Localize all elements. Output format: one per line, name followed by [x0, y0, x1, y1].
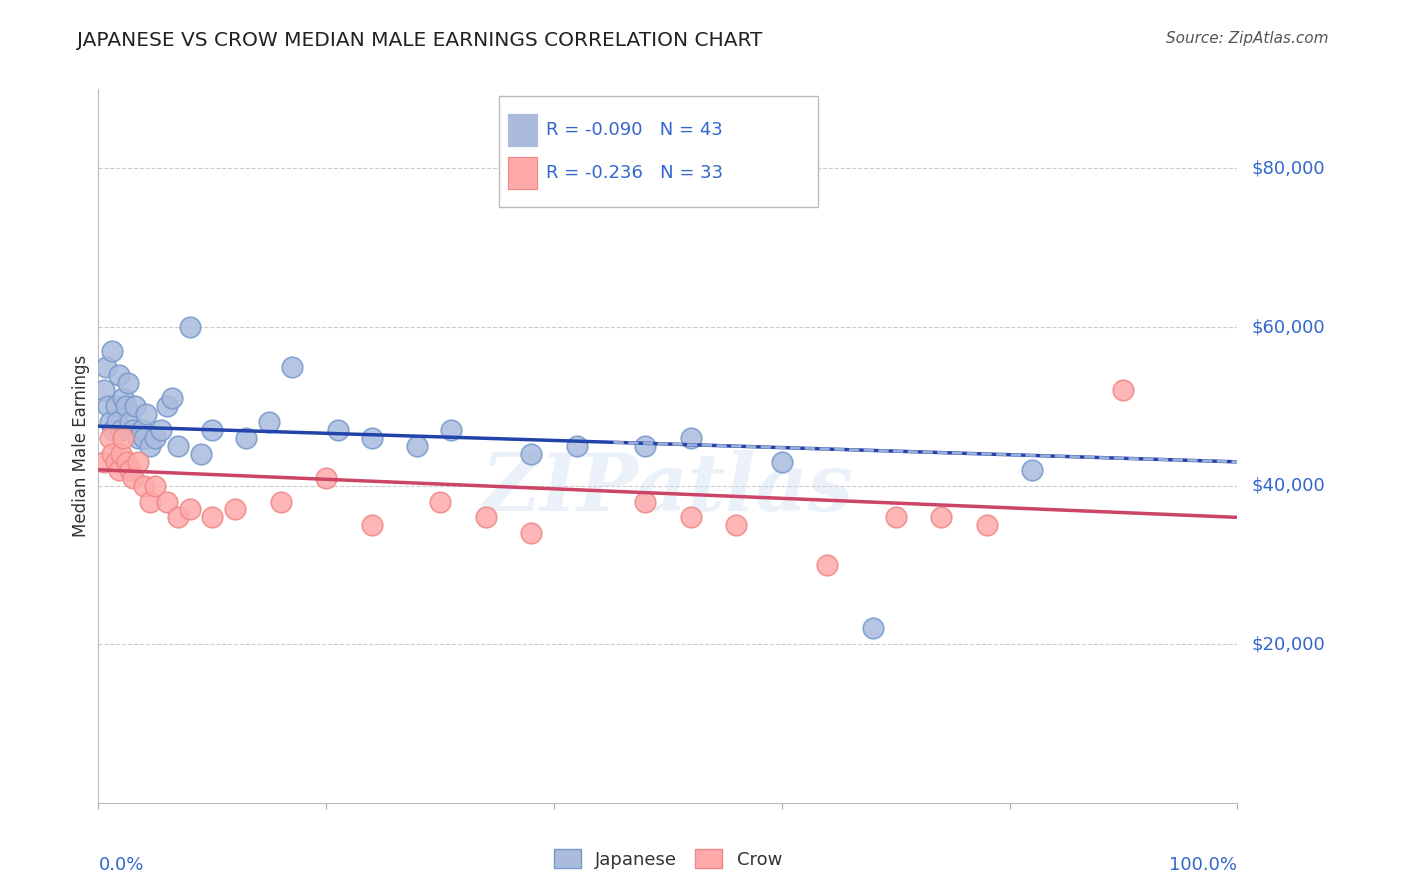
Point: [98, 415, 121, 429]
Bar: [509, 157, 537, 189]
Point: [127, 431, 149, 445]
Point: [162, 392, 184, 406]
Point: [105, 415, 128, 429]
Point: [770, 455, 793, 469]
Point: [156, 400, 179, 414]
Point: [360, 431, 382, 445]
Point: [93, 384, 115, 398]
Point: [114, 400, 136, 414]
Text: $40,000: $40,000: [1251, 476, 1324, 495]
Point: [108, 368, 131, 382]
Point: [131, 423, 153, 437]
Point: [679, 431, 702, 445]
Point: [127, 455, 149, 469]
Text: $20,000: $20,000: [1251, 635, 1324, 653]
Point: [121, 423, 143, 437]
Text: R = -0.236   N = 33: R = -0.236 N = 33: [546, 164, 723, 182]
Point: [281, 359, 304, 374]
Point: [110, 423, 132, 437]
Point: [132, 478, 155, 492]
Point: [270, 494, 292, 508]
Point: [96, 359, 118, 374]
Point: [884, 510, 907, 524]
Point: [117, 376, 139, 390]
Point: [201, 423, 224, 437]
Point: [725, 518, 748, 533]
Point: [103, 423, 125, 437]
Text: JAPANESE VS CROW MEDIAN MALE EARNINGS CORRELATION CHART: JAPANESE VS CROW MEDIAN MALE EARNINGS CO…: [77, 31, 762, 50]
Point: [150, 423, 173, 437]
Point: [167, 510, 190, 524]
Text: R = -0.236   N = 33: R = -0.236 N = 33: [546, 164, 723, 182]
Point: [115, 455, 138, 469]
Text: R = -0.090   N = 43: R = -0.090 N = 43: [546, 121, 723, 139]
Text: 100.0%: 100.0%: [1170, 856, 1237, 874]
Point: [976, 518, 998, 533]
Point: [138, 439, 160, 453]
Point: [120, 415, 142, 429]
Point: [145, 431, 167, 445]
Point: [565, 439, 588, 453]
Text: Source: ZipAtlas.com: Source: ZipAtlas.com: [1166, 31, 1329, 46]
Point: [101, 447, 124, 461]
Bar: [509, 114, 537, 146]
Point: [360, 518, 382, 533]
Text: $60,000: $60,000: [1251, 318, 1324, 336]
Point: [179, 502, 201, 516]
Point: [112, 431, 135, 445]
Point: [474, 510, 496, 524]
Point: [96, 400, 118, 414]
Point: [124, 400, 146, 414]
Point: [634, 494, 657, 508]
Point: [121, 471, 143, 485]
Y-axis label: Median Male Earnings: Median Male Earnings: [72, 355, 90, 537]
Point: [190, 447, 212, 461]
Point: [406, 439, 429, 453]
Point: [98, 431, 121, 445]
Point: [110, 447, 132, 461]
Point: [108, 463, 131, 477]
FancyBboxPatch shape: [499, 96, 818, 207]
Point: [315, 471, 337, 485]
Bar: [509, 114, 537, 146]
Point: [520, 447, 543, 461]
Point: [1021, 463, 1043, 477]
Legend: Japanese, Crow: Japanese, Crow: [547, 842, 789, 876]
Point: [679, 510, 702, 524]
Point: [179, 320, 201, 334]
Point: [156, 494, 179, 508]
Text: $80,000: $80,000: [1251, 160, 1324, 178]
Point: [520, 526, 543, 541]
Text: ZIPatlas: ZIPatlas: [482, 450, 853, 527]
Point: [634, 439, 657, 453]
Text: 0.0%: 0.0%: [98, 856, 143, 874]
Point: [101, 343, 124, 358]
Point: [120, 463, 142, 477]
Point: [235, 431, 257, 445]
Point: [1112, 384, 1135, 398]
Point: [132, 431, 155, 445]
Text: R = -0.090   N = 43: R = -0.090 N = 43: [546, 121, 723, 139]
Point: [104, 400, 127, 414]
Point: [201, 510, 224, 524]
Bar: [509, 157, 537, 189]
Point: [145, 478, 167, 492]
Point: [112, 392, 135, 406]
Point: [93, 455, 115, 469]
Point: [138, 494, 160, 508]
Point: [224, 502, 246, 516]
Point: [135, 407, 157, 421]
Point: [429, 494, 451, 508]
Point: [259, 415, 281, 429]
Point: [815, 558, 838, 572]
Point: [326, 423, 349, 437]
Point: [929, 510, 952, 524]
Point: [440, 423, 463, 437]
Point: [167, 439, 190, 453]
Point: [862, 621, 884, 635]
Point: [104, 455, 127, 469]
